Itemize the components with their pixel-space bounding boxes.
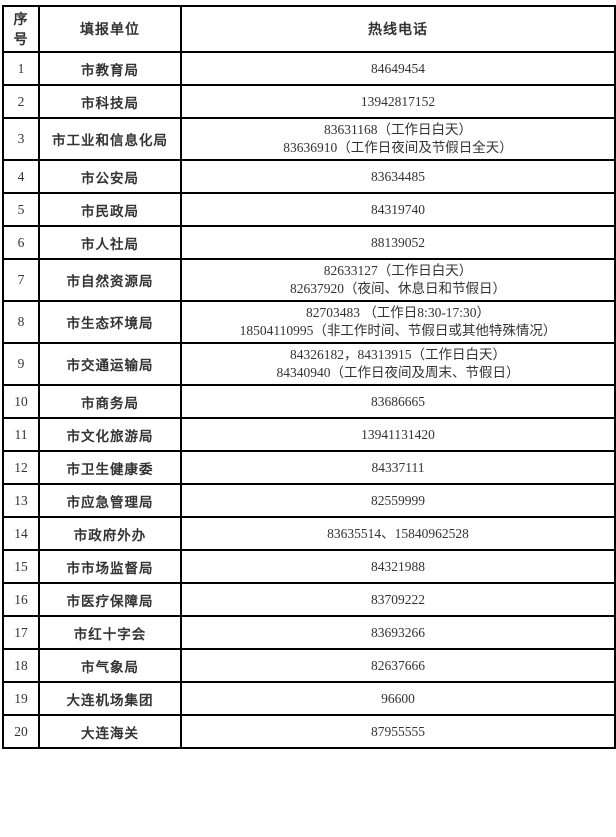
serial-number-cell: 12 — [2, 450, 40, 485]
serial-number-cell: 19 — [2, 681, 40, 716]
table-row: 12 市卫生健康委 84337111 — [2, 450, 616, 485]
header-serial-number: 序号 — [2, 5, 40, 53]
table-row: 20 大连海关 87955555 — [2, 714, 616, 749]
serial-number-cell: 1 — [2, 51, 40, 86]
serial-number-cell: 7 — [2, 258, 40, 302]
unit-cell: 市民政局 — [38, 192, 182, 227]
unit-cell: 市自然资源局 — [38, 258, 182, 302]
unit-cell: 市人社局 — [38, 225, 182, 260]
unit-cell: 市医疗保障局 — [38, 582, 182, 617]
table-row: 3 市工业和信息化局 83631168（工作日白天） 83636910（工作日夜… — [2, 117, 616, 161]
table-row: 2 市科技局 13942817152 — [2, 84, 616, 119]
phone-cell: 84649454 — [180, 51, 616, 86]
serial-number-cell: 9 — [2, 342, 40, 386]
unit-cell: 市政府外办 — [38, 516, 182, 551]
table-row: 15 市市场监督局 84321988 — [2, 549, 616, 584]
phone-cell: 13941131420 — [180, 417, 616, 452]
table-row: 17 市红十字会 83693266 — [2, 615, 616, 650]
unit-cell: 市生态环境局 — [38, 300, 182, 344]
table-row: 13 市应急管理局 82559999 — [2, 483, 616, 518]
unit-cell: 市交通运输局 — [38, 342, 182, 386]
table-row: 7 市自然资源局 82633127（工作日白天） 82637920（夜间、休息日… — [2, 258, 616, 302]
phone-cell: 83709222 — [180, 582, 616, 617]
serial-number-cell: 18 — [2, 648, 40, 683]
unit-cell: 市红十字会 — [38, 615, 182, 650]
table-row: 19 大连机场集团 96600 — [2, 681, 616, 716]
unit-cell: 市应急管理局 — [38, 483, 182, 518]
table-row: 9 市交通运输局 84326182，84313915（工作日白天） 843409… — [2, 342, 616, 386]
hotline-table: 序号 填报单位 热线电话 1 市教育局 84649454 2 市科技局 1394… — [2, 5, 616, 749]
phone-cell: 83693266 — [180, 615, 616, 650]
phone-cell: 87955555 — [180, 714, 616, 749]
serial-number-cell: 13 — [2, 483, 40, 518]
unit-cell: 市气象局 — [38, 648, 182, 683]
serial-number-cell: 11 — [2, 417, 40, 452]
table-row: 18 市气象局 82637666 — [2, 648, 616, 683]
serial-number-cell: 6 — [2, 225, 40, 260]
phone-cell: 13942817152 — [180, 84, 616, 119]
header-reporting-unit: 填报单位 — [38, 5, 182, 53]
serial-number-cell: 15 — [2, 549, 40, 584]
table-row: 14 市政府外办 83635514、15840962528 — [2, 516, 616, 551]
serial-number-cell: 8 — [2, 300, 40, 344]
unit-cell: 市卫生健康委 — [38, 450, 182, 485]
table-row: 10 市商务局 83686665 — [2, 384, 616, 419]
phone-cell: 82703483 （工作日8:30-17:30） 18504110995（非工作… — [180, 300, 616, 344]
serial-number-cell: 5 — [2, 192, 40, 227]
phone-cell: 83686665 — [180, 384, 616, 419]
phone-cell: 82637666 — [180, 648, 616, 683]
serial-number-cell: 17 — [2, 615, 40, 650]
serial-number-cell: 10 — [2, 384, 40, 419]
unit-cell: 大连机场集团 — [38, 681, 182, 716]
table-row: 5 市民政局 84319740 — [2, 192, 616, 227]
unit-cell: 市商务局 — [38, 384, 182, 419]
phone-cell: 82633127（工作日白天） 82637920（夜间、休息日和节假日） — [180, 258, 616, 302]
phone-cell: 83631168（工作日白天） 83636910（工作日夜间及节假日全天） — [180, 117, 616, 161]
serial-number-cell: 3 — [2, 117, 40, 161]
table-body: 1 市教育局 84649454 2 市科技局 13942817152 3 市工业… — [2, 51, 616, 749]
unit-cell: 市公安局 — [38, 159, 182, 194]
phone-cell: 96600 — [180, 681, 616, 716]
table-row: 16 市医疗保障局 83709222 — [2, 582, 616, 617]
table-row: 11 市文化旅游局 13941131420 — [2, 417, 616, 452]
table-row: 4 市公安局 83634485 — [2, 159, 616, 194]
unit-cell: 市工业和信息化局 — [38, 117, 182, 161]
unit-cell: 市市场监督局 — [38, 549, 182, 584]
table-row: 8 市生态环境局 82703483 （工作日8:30-17:30） 185041… — [2, 300, 616, 344]
phone-cell: 82559999 — [180, 483, 616, 518]
table-row: 6 市人社局 88139052 — [2, 225, 616, 260]
serial-number-cell: 14 — [2, 516, 40, 551]
unit-cell: 市科技局 — [38, 84, 182, 119]
table-row: 1 市教育局 84649454 — [2, 51, 616, 86]
phone-cell: 88139052 — [180, 225, 616, 260]
header-row: 序号 填报单位 热线电话 — [2, 5, 616, 53]
header-hotline-phone: 热线电话 — [180, 5, 616, 53]
serial-number-cell: 16 — [2, 582, 40, 617]
unit-cell: 大连海关 — [38, 714, 182, 749]
serial-number-cell: 20 — [2, 714, 40, 749]
phone-cell: 84337111 — [180, 450, 616, 485]
unit-cell: 市教育局 — [38, 51, 182, 86]
serial-number-cell: 4 — [2, 159, 40, 194]
unit-cell: 市文化旅游局 — [38, 417, 182, 452]
phone-cell: 83634485 — [180, 159, 616, 194]
serial-number-cell: 2 — [2, 84, 40, 119]
phone-cell: 84319740 — [180, 192, 616, 227]
phone-cell: 84326182，84313915（工作日白天） 84340940（工作日夜间及… — [180, 342, 616, 386]
phone-cell: 84321988 — [180, 549, 616, 584]
phone-cell: 83635514、15840962528 — [180, 516, 616, 551]
